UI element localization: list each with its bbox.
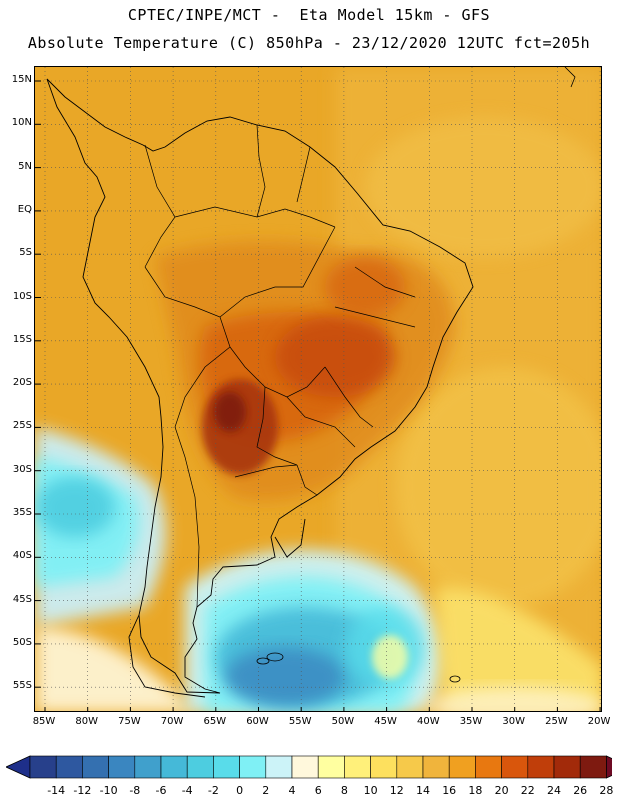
- colorbar-swatch: [448, 755, 476, 779]
- lon-tick-label: 25W: [545, 716, 568, 727]
- lat-tick-label: 15N: [11, 74, 32, 85]
- coastlines: [46, 78, 474, 698]
- map-panel: [34, 66, 602, 712]
- lat-tick-label: 5N: [18, 160, 32, 172]
- colorbar-tick-label: 26: [573, 784, 588, 797]
- colorbar-swatch: [239, 755, 267, 779]
- temperature-field: [35, 67, 601, 711]
- lon-tick-label: 60W: [246, 716, 269, 727]
- colorbar-swatch: [344, 755, 371, 779]
- lat-tick-label: 5S: [19, 247, 32, 259]
- lat-tick-label: EQ: [17, 203, 32, 215]
- colorbar-tick-label: -10: [99, 784, 118, 797]
- colorbar-swatch: [501, 755, 529, 779]
- lon-tick-label: 30W: [502, 716, 525, 727]
- lat-tick-label: 45S: [12, 593, 32, 605]
- colorbar-tick-label: 24: [547, 784, 561, 797]
- colorbar-tick-label: 0: [236, 784, 244, 797]
- lon-tick-label: 55W: [288, 716, 312, 727]
- colorbar: [6, 755, 612, 779]
- colorbar-high-arrow: [606, 755, 612, 779]
- colorbar-swatch: [291, 755, 319, 779]
- lon-tick-label: 65W: [203, 716, 227, 727]
- colorbar-tick-label: 2: [262, 784, 270, 797]
- lon-tick-label: 50W: [331, 716, 355, 727]
- colorbar-swatch: [396, 755, 424, 779]
- colorbar-swatch: [29, 755, 57, 779]
- temperature-map: [35, 67, 601, 711]
- colorbar-tick-label: 16: [442, 784, 457, 797]
- colorbar-tick-label: 10: [363, 784, 378, 797]
- lat-tick-label: 10N: [11, 117, 32, 129]
- colorbar-swatch: [213, 755, 240, 779]
- colorbar-tick-label: 18: [468, 784, 483, 797]
- colorbar-low-arrow: [6, 755, 31, 779]
- lat-lon-grid: [35, 67, 601, 711]
- colorbar-tick-label: -2: [207, 784, 219, 797]
- colorbar-swatch: [134, 755, 162, 779]
- lon-tick-label: 20W: [587, 716, 611, 727]
- colorbar-swatch: [186, 755, 214, 779]
- lon-tick-label: 85W: [32, 716, 56, 727]
- colorbar-tick-label: 22: [520, 784, 535, 797]
- colorbar-tick-label: 8: [340, 784, 348, 797]
- lon-tick-label: 45W: [374, 716, 397, 727]
- colorbar-tick-label: -6: [155, 784, 167, 797]
- colorbar-swatch: [370, 755, 398, 779]
- colorbar-tick-label: 14: [416, 784, 430, 797]
- colorbar-swatch: [160, 755, 188, 779]
- colorbar-tick-label: 28: [599, 784, 614, 797]
- lon-tick-label: 75W: [118, 716, 141, 727]
- colorbar-swatch: [579, 755, 607, 779]
- islands: [256, 67, 576, 683]
- colorbar-tick-label: -8: [129, 784, 141, 797]
- lat-tick-label: 50S: [12, 636, 32, 648]
- colorbar-tick-label: 4: [288, 784, 296, 797]
- colorbar-swatch: [527, 755, 555, 779]
- lon-tick-label: 40W: [416, 716, 440, 727]
- colorbar-swatch: [55, 755, 83, 779]
- colorbar-swatch: [553, 755, 581, 779]
- lat-tick-label: 35S: [12, 507, 32, 518]
- colorbar-swatch: [82, 755, 109, 779]
- lat-tick-label: 25S: [12, 420, 32, 432]
- colorbar-tick-label: 6: [314, 784, 322, 797]
- lat-tick-label: 30S: [12, 463, 32, 475]
- colorbar-swatch: [422, 755, 450, 779]
- colorbar-swatch: [108, 755, 136, 779]
- lat-tick-label: 10S: [12, 290, 32, 302]
- lat-tick-label: 15S: [12, 333, 32, 345]
- lat-tick-label: 55S: [12, 680, 32, 692]
- colorbar-swatch: [317, 755, 345, 779]
- lon-tick-label: 80W: [75, 716, 98, 727]
- colorbar-swatch: [265, 755, 293, 779]
- chart-title: CPTEC/INPE/MCT - Eta Model 15km - GFS: [127, 6, 491, 24]
- colorbar-tick-label: 20: [494, 784, 509, 797]
- colorbar-swatch: [475, 755, 502, 779]
- lat-tick-label: 40S: [12, 550, 32, 562]
- chart-subtitle: Absolute Temperature (C) 850hPa - 23/12/…: [27, 34, 591, 52]
- lat-tick-label: 20S: [12, 377, 32, 389]
- lon-tick-label: 70W: [160, 716, 184, 727]
- colorbar-tick-label: 12: [389, 784, 404, 797]
- country-borders: [144, 124, 416, 608]
- colorbar-tick-label: -14: [47, 784, 66, 797]
- colorbar-tick-label: -4: [181, 784, 193, 797]
- colorbar-tick-label: -12: [73, 784, 92, 797]
- lon-tick-label: 35W: [459, 716, 483, 727]
